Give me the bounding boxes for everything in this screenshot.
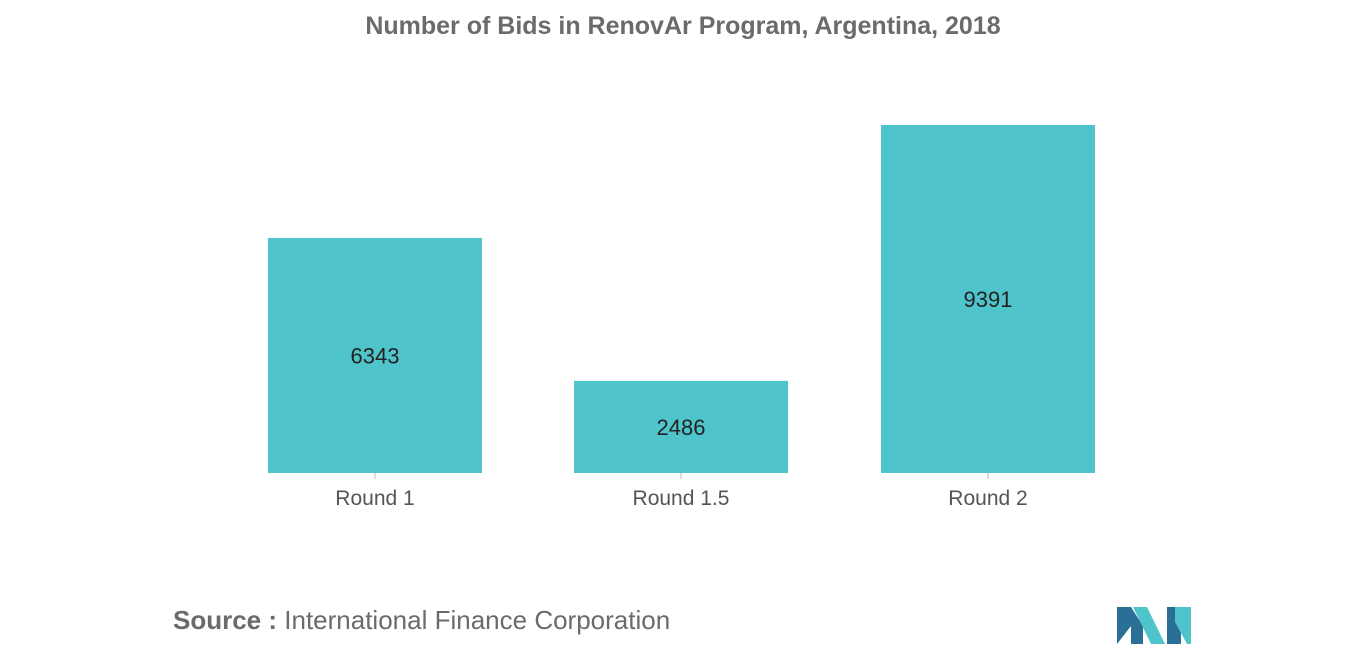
bar-round-2: [881, 125, 1095, 473]
bar-round-1: [268, 237, 482, 473]
bar-round-1-5: [574, 380, 788, 473]
logo-shape-left: [1117, 607, 1143, 644]
data-label: 2486: [657, 415, 706, 440]
source-label: Source :: [173, 605, 278, 635]
bar-chart: 6343 Round 1 2486 Round 1.5 9391 Round 2: [268, 125, 1095, 510]
data-label: 6343: [351, 343, 400, 368]
x-tick-label: Round 1: [335, 487, 414, 510]
company-logo: [1117, 607, 1191, 644]
source-text: International Finance Corporation: [284, 605, 671, 635]
x-tick-label: Round 2: [948, 487, 1027, 510]
source-note: Source : International Finance Corporati…: [173, 605, 670, 636]
logo-shape-middle: [1133, 607, 1165, 644]
chart-title: Number of Bids in RenovAr Program, Argen…: [365, 12, 1001, 40]
data-label: 9391: [964, 287, 1013, 312]
x-tick-label: Round 1.5: [633, 487, 730, 510]
logo-shape-accent: [1175, 607, 1191, 644]
